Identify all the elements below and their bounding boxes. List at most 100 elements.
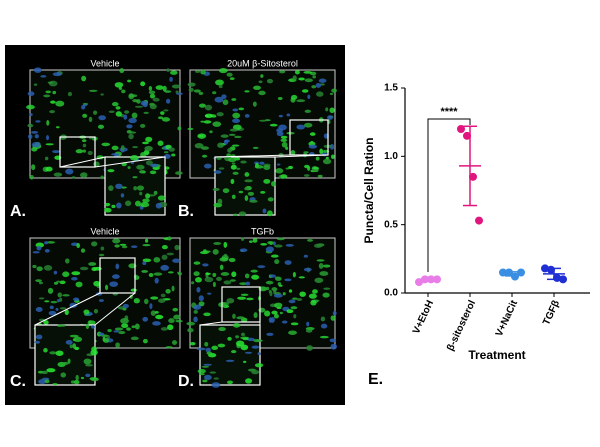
cell	[152, 321, 161, 326]
cell	[104, 202, 111, 207]
cell	[193, 316, 198, 323]
cell	[111, 102, 119, 107]
cell	[109, 281, 119, 287]
cell	[331, 88, 337, 93]
cell	[133, 186, 138, 191]
cell	[98, 115, 106, 121]
cell	[323, 264, 331, 268]
cell	[150, 163, 159, 168]
cell	[80, 376, 85, 380]
cell	[59, 324, 67, 327]
cell	[73, 379, 80, 385]
cell	[294, 70, 300, 75]
cell	[231, 350, 237, 354]
cell	[196, 286, 201, 293]
cell	[81, 139, 87, 143]
cell	[118, 330, 126, 335]
cell	[233, 213, 238, 216]
cell	[55, 307, 59, 311]
cell	[232, 171, 239, 175]
cell	[201, 154, 208, 158]
cell	[33, 67, 42, 73]
cell	[64, 309, 69, 316]
cell	[175, 90, 179, 94]
cell	[188, 87, 194, 92]
cell	[52, 72, 62, 77]
cell	[263, 178, 271, 184]
cell	[187, 82, 196, 87]
cell	[166, 252, 174, 256]
cell	[88, 116, 93, 123]
cell	[285, 146, 289, 150]
cell	[237, 296, 247, 300]
cell	[266, 78, 274, 84]
cell	[280, 138, 288, 142]
data-point	[421, 275, 429, 284]
cell	[27, 91, 35, 97]
cell	[262, 208, 267, 214]
cell	[204, 276, 214, 283]
cell	[235, 335, 240, 339]
cell	[198, 91, 204, 95]
cell	[160, 327, 169, 331]
cell	[232, 322, 241, 328]
cell	[303, 254, 308, 258]
cell	[148, 90, 156, 95]
cell	[73, 297, 80, 302]
cell	[257, 265, 266, 269]
cell	[303, 267, 312, 272]
cell	[238, 107, 245, 111]
cell	[143, 111, 149, 114]
cell	[213, 242, 222, 245]
cell	[155, 85, 164, 90]
cell	[168, 147, 175, 152]
cell	[222, 99, 229, 106]
cell	[286, 309, 294, 314]
data-point	[433, 275, 441, 284]
cell	[315, 82, 322, 88]
cell	[331, 154, 335, 160]
cell	[273, 288, 277, 295]
cell	[195, 70, 201, 73]
cell	[104, 207, 112, 213]
cell	[329, 92, 334, 96]
cell	[193, 89, 201, 93]
y-tick-label: 1.5	[384, 83, 398, 94]
cell	[244, 172, 250, 177]
cell	[149, 93, 156, 99]
cell	[134, 323, 140, 330]
cell	[44, 248, 50, 253]
cell	[212, 91, 217, 95]
cell	[100, 93, 104, 96]
cell	[55, 126, 60, 129]
cell	[240, 293, 249, 296]
cell	[227, 336, 232, 341]
cell	[85, 323, 90, 330]
cell	[269, 291, 273, 297]
cell	[36, 245, 42, 251]
cell	[230, 178, 235, 185]
cell	[196, 347, 206, 351]
cell	[236, 167, 241, 170]
cell	[277, 282, 282, 286]
cell	[120, 193, 125, 198]
cell	[225, 359, 235, 362]
cell	[245, 281, 251, 286]
cell	[132, 146, 139, 149]
cell	[35, 279, 42, 283]
cell	[145, 238, 149, 243]
cell	[115, 111, 122, 117]
cell	[200, 146, 209, 150]
cell	[133, 298, 140, 304]
cell	[238, 190, 244, 194]
cell	[82, 143, 87, 148]
cell	[279, 311, 283, 315]
cell	[124, 110, 130, 114]
cell	[165, 346, 173, 349]
y-tick-label: 1.0	[384, 151, 398, 162]
cell	[70, 380, 75, 384]
cell	[226, 72, 233, 77]
cell	[118, 86, 123, 90]
cell	[296, 124, 306, 130]
cell	[115, 263, 120, 270]
